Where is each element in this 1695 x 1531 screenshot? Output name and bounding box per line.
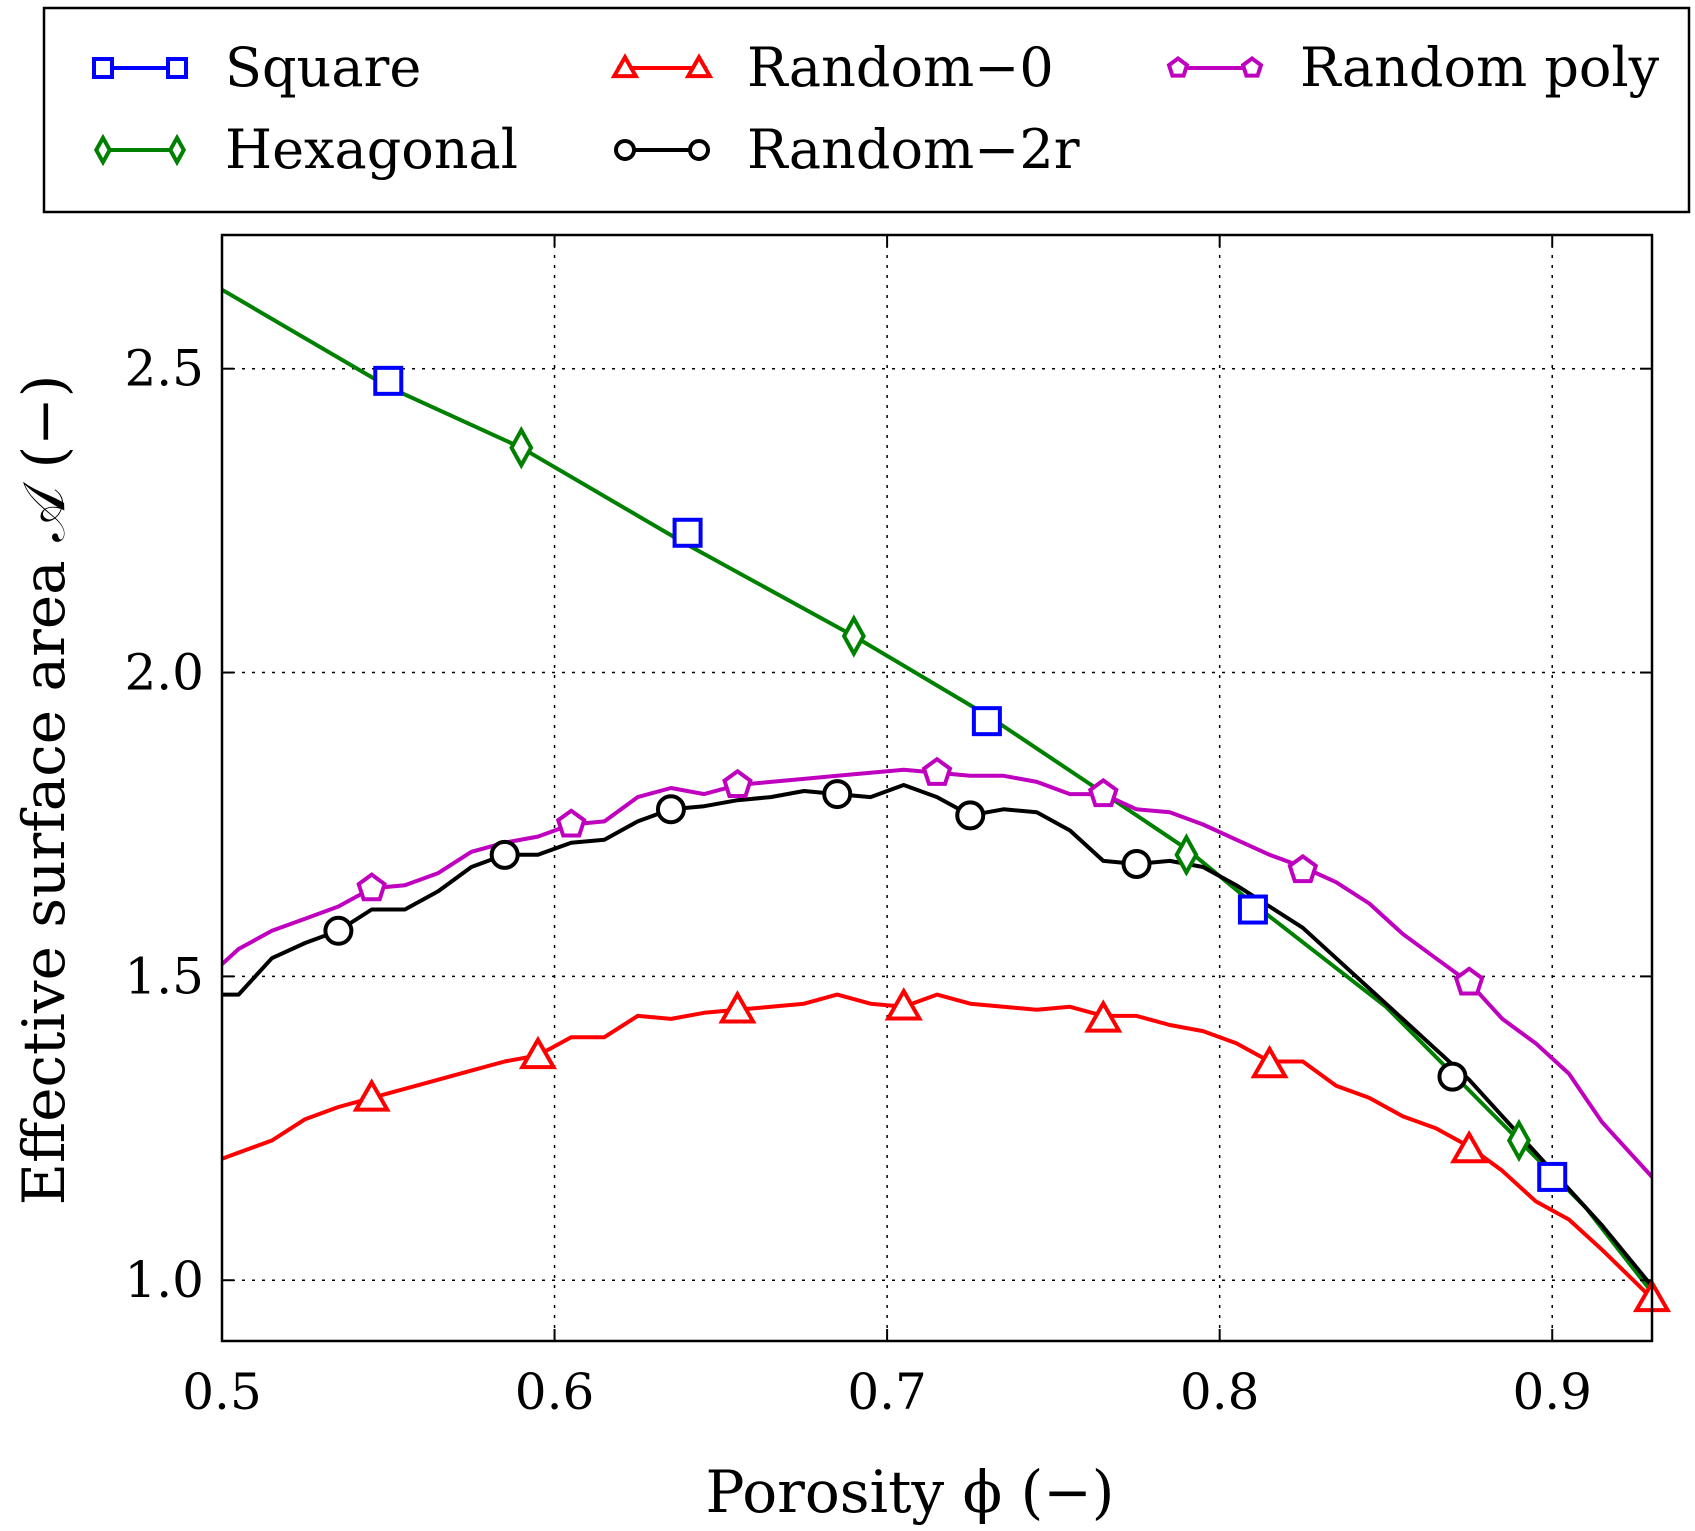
x-tick-label: 0.8 — [1180, 1363, 1260, 1421]
data-point-triangle — [884, 987, 923, 1021]
data-point-circle — [1437, 1061, 1468, 1092]
data-point-circle — [489, 839, 520, 870]
ticks-group: 0.5 0.6 0.7 0.8 0.9 1.0 1.5 2.0 2.5 — [124, 235, 1652, 1421]
x-tick-label: 0.9 — [1512, 1363, 1592, 1421]
y-tick-label: 1.5 — [124, 947, 204, 1005]
x-tick-label: 0.5 — [182, 1363, 262, 1421]
x-tick-label: 0.6 — [515, 1363, 595, 1421]
markers-group — [323, 365, 1672, 1313]
data-point-circle — [1121, 848, 1152, 879]
grid — [222, 235, 1652, 1341]
data-point-circle — [955, 800, 986, 831]
legend-marker — [1166, 56, 1190, 78]
data-point-diamond — [1174, 833, 1199, 877]
data-point-square — [373, 365, 404, 396]
series-line-2 — [222, 992, 1652, 1300]
legend: Square Hexagonal Random−0 Random−2r Random p… — [92, 36, 1660, 181]
data-point-pentagon — [1087, 777, 1119, 808]
legend-marker — [92, 57, 114, 79]
legend-marker — [1240, 56, 1264, 78]
y-tick-label: 2.0 — [124, 644, 204, 702]
data-point-diamond — [841, 614, 866, 658]
y-axis-title: Effective surface area 𝒜 (−) — [10, 375, 78, 1206]
legend-marker — [684, 53, 714, 79]
data-point-pentagon — [921, 756, 953, 786]
data-point-square — [672, 517, 703, 548]
legend-marker — [688, 139, 710, 161]
legend-marker — [614, 139, 636, 161]
data-point-triangle — [1450, 1129, 1489, 1164]
data-point-triangle — [352, 1078, 391, 1112]
legend-box — [42, 6, 1691, 214]
legend-label: Square — [225, 36, 421, 99]
series-line-4 — [222, 767, 1652, 1179]
data-point-triangle — [518, 1035, 557, 1070]
data-point-square — [1237, 894, 1268, 925]
legend-label: Random poly — [1300, 36, 1660, 99]
y-tick-label: 2.5 — [124, 340, 204, 398]
data-point-square — [971, 706, 1002, 737]
data-point-pentagon — [722, 768, 753, 798]
data-point-pentagon — [1287, 853, 1319, 884]
data-point-diamond — [1506, 1118, 1532, 1163]
data-point-square — [1537, 1161, 1568, 1192]
data-point-triangle — [718, 990, 757, 1024]
legend-label: Random−0 — [747, 36, 1054, 99]
legend-label: Hexagonal — [225, 118, 518, 181]
data-point-pentagon — [1453, 966, 1485, 996]
data-point-diamond — [509, 426, 534, 470]
data-point-triangle — [1084, 999, 1123, 1033]
data-point-circle — [822, 779, 853, 810]
legend-marker — [166, 57, 188, 79]
x-tick-label: 0.7 — [847, 1363, 927, 1421]
series-line-3 — [222, 783, 1652, 1288]
data-point-circle — [323, 915, 354, 946]
y-tick-label: 1.0 — [124, 1251, 204, 1309]
data-point-pentagon — [555, 808, 587, 838]
series-group — [222, 287, 1652, 1300]
data-point-triangle — [1250, 1044, 1289, 1079]
data-point-circle — [655, 794, 686, 825]
plot-frame — [220, 233, 1654, 1343]
legend-marker — [167, 133, 187, 167]
legend-marker — [610, 53, 640, 79]
x-axis-title: Porosity ϕ (−) — [706, 1458, 1115, 1526]
data-point-pentagon — [356, 872, 387, 902]
legend-marker — [93, 133, 113, 167]
series-line-1 — [222, 287, 1652, 1294]
legend-label: Random−2r — [747, 118, 1080, 181]
